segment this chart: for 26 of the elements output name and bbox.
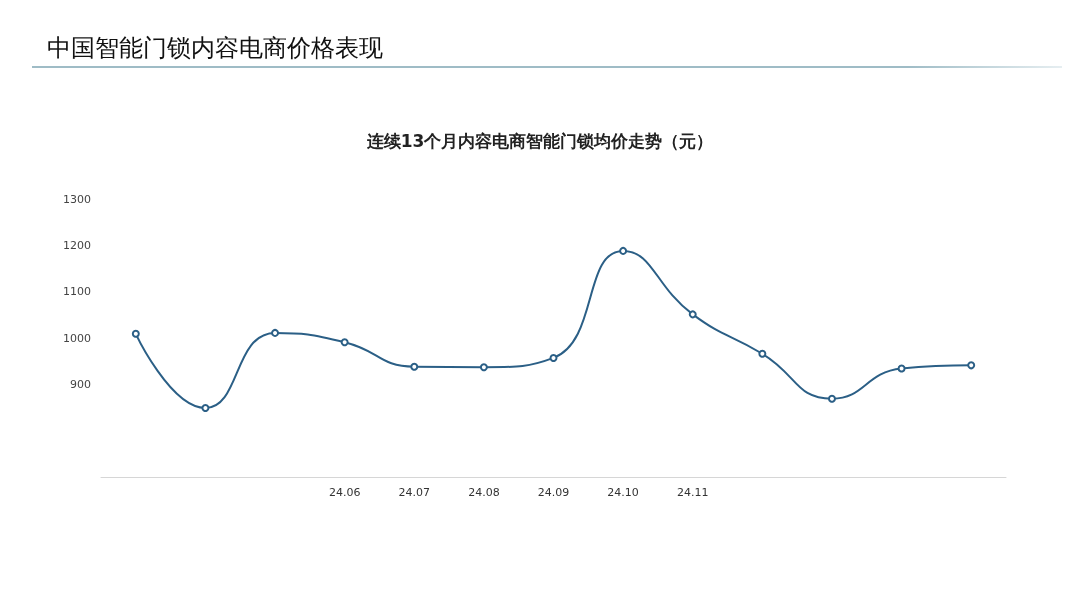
point bbox=[131, 329, 140, 338]
point bbox=[967, 361, 976, 370]
point bbox=[271, 328, 280, 337]
x-tick-label: 24.07 bbox=[398, 486, 431, 499]
y-tick-label: 1000 bbox=[63, 331, 91, 345]
x-tick-label: 24.09 bbox=[537, 486, 570, 499]
x-tick-label: 24.10 bbox=[607, 486, 639, 499]
point bbox=[897, 364, 906, 373]
point bbox=[619, 246, 628, 255]
y-tick-label: 1300 bbox=[63, 192, 91, 206]
y-tick-label: 1200 bbox=[63, 238, 91, 252]
point bbox=[827, 394, 836, 403]
chart-title: 中国智能门锁内容电商价格表现 bbox=[47, 34, 383, 62]
point bbox=[340, 338, 349, 347]
x-tick-label: 24.06 bbox=[328, 486, 361, 499]
y-tick-label: 900 bbox=[70, 377, 91, 391]
point bbox=[549, 353, 558, 362]
chart-subtitle: 连续13个月内容电商智能门锁均价走势（元） bbox=[365, 130, 714, 151]
point bbox=[688, 310, 697, 319]
point bbox=[479, 363, 488, 372]
y-tick-label: 1100 bbox=[63, 285, 91, 299]
x-tick-label: 24.08 bbox=[468, 486, 500, 499]
point bbox=[410, 362, 419, 371]
point bbox=[758, 349, 767, 358]
point bbox=[201, 403, 210, 412]
x-tick-label: 24.11 bbox=[676, 486, 709, 499]
